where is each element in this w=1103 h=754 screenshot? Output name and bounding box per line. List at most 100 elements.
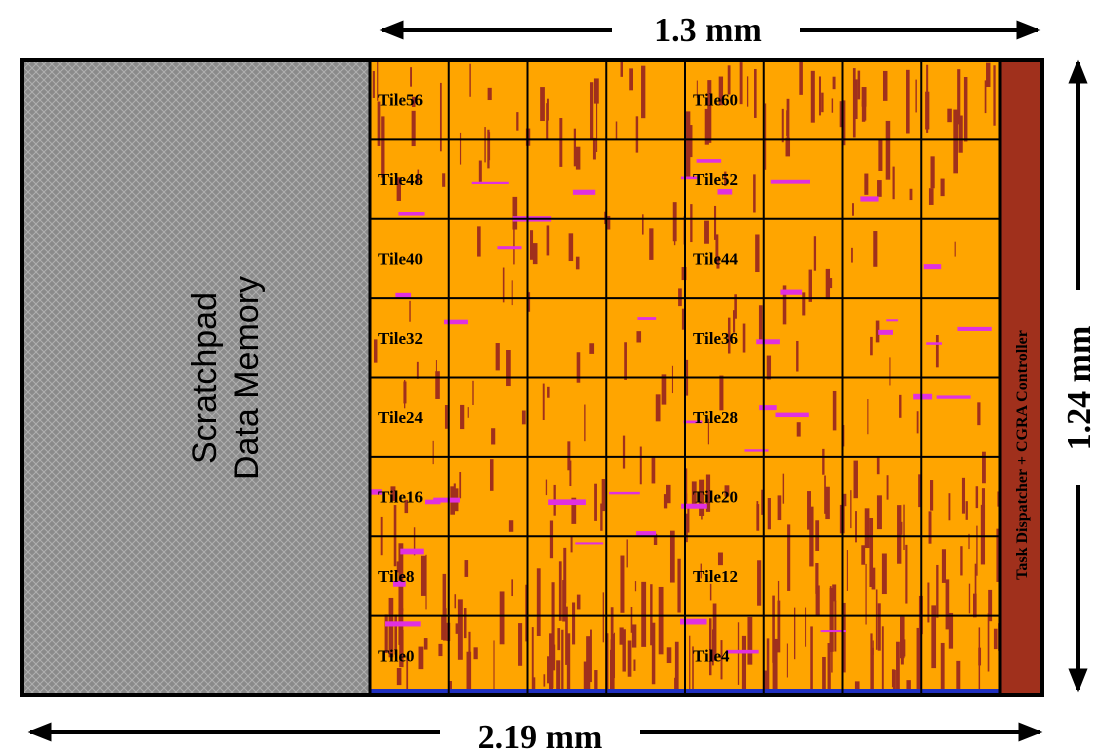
routing-streak	[576, 257, 580, 270]
routing-streak	[559, 561, 562, 620]
routing-streak	[847, 550, 848, 591]
routing-streak	[834, 601, 836, 652]
routing-streak	[862, 87, 867, 107]
routing-streak	[782, 109, 784, 142]
routing-streak	[641, 582, 646, 647]
routing-streak	[753, 174, 756, 212]
routing-streak	[622, 629, 625, 671]
routing-streak	[872, 648, 873, 695]
tile-label: Tile44	[693, 249, 739, 268]
routing-streak	[773, 639, 778, 695]
routing-streak	[543, 384, 545, 420]
routing-streak	[867, 399, 868, 434]
routing-streak	[969, 584, 970, 614]
routing-streak	[518, 623, 522, 666]
routing-wire	[497, 246, 521, 249]
routing-streak	[910, 189, 913, 200]
routing-streak	[936, 335, 939, 367]
routing-streak	[851, 248, 853, 263]
routing-wire	[697, 159, 722, 163]
routing-streak	[556, 660, 560, 691]
controller-label: Task Dispatcher + CGRA Controller	[1014, 330, 1031, 580]
routing-streak	[412, 111, 416, 146]
routing-streak	[454, 594, 456, 608]
routing-streak	[584, 405, 585, 442]
routing-streak	[831, 617, 832, 673]
tile-label: Tile16	[378, 488, 423, 507]
routing-streak	[962, 478, 965, 514]
tile-label: Tile36	[693, 329, 738, 348]
routing-streak	[796, 341, 798, 372]
routing-streak	[896, 642, 900, 695]
routing-streak	[460, 133, 461, 165]
routing-streak	[819, 76, 821, 115]
tile-label: Tile32	[378, 329, 423, 348]
routing-streak	[537, 568, 541, 636]
routing-streak	[571, 536, 573, 552]
routing-streak	[474, 647, 478, 659]
routing-streak	[815, 563, 818, 594]
routing-streak	[443, 608, 447, 640]
routing-streak	[993, 65, 995, 125]
routing-streak	[685, 111, 690, 178]
routing-streak	[522, 410, 526, 424]
routing-streak	[550, 520, 553, 558]
routing-streak	[799, 60, 803, 95]
routing-streak	[464, 608, 467, 638]
routing-streak	[500, 591, 505, 644]
routing-streak	[755, 234, 759, 272]
routing-streak	[964, 77, 968, 141]
routing-streak	[659, 587, 664, 654]
routing-streak	[421, 556, 426, 596]
routing-streak	[572, 602, 575, 644]
routing-wire	[573, 190, 595, 195]
routing-streak	[667, 647, 672, 663]
routing-streak	[445, 405, 448, 429]
routing-streak	[629, 68, 633, 90]
routing-streak	[966, 501, 968, 520]
routing-streak	[636, 116, 638, 152]
tile-label: Tile24	[378, 408, 424, 427]
routing-wire	[637, 317, 656, 320]
routing-streak	[616, 121, 617, 138]
routing-streak	[986, 63, 990, 87]
routing-streak	[824, 475, 826, 513]
routing-streak	[889, 357, 890, 385]
routing-streak	[743, 324, 746, 353]
routing-streak	[827, 278, 832, 288]
routing-streak	[876, 589, 878, 649]
routing-streak	[942, 648, 944, 695]
routing-streak	[877, 180, 882, 197]
tile-label: Tile60	[693, 91, 738, 110]
routing-streak	[878, 603, 881, 650]
routing-wire	[609, 492, 640, 494]
routing-streak	[805, 608, 806, 647]
routing-streak	[903, 505, 904, 550]
routing-wire	[860, 196, 878, 201]
routing-wire	[444, 320, 468, 325]
routing-streak	[861, 545, 865, 564]
routing-streak	[814, 236, 816, 271]
routing-streak	[543, 674, 545, 686]
routing-streak	[977, 402, 980, 425]
routing-streak	[926, 65, 928, 133]
routing-streak	[465, 560, 469, 577]
routing-streak	[635, 581, 636, 591]
routing-streak	[754, 69, 757, 118]
routing-streak	[976, 486, 978, 508]
routing-streak	[930, 480, 933, 511]
routing-wire	[759, 405, 777, 410]
tile-label: Tile28	[693, 408, 738, 427]
routing-streak	[917, 628, 921, 689]
routing-streak	[759, 305, 763, 339]
routing-streak	[547, 387, 550, 398]
routing-streak	[596, 88, 597, 152]
routing-streak	[642, 214, 644, 234]
routing-streak	[435, 371, 440, 399]
routing-wire	[548, 499, 586, 505]
routing-wire	[771, 180, 810, 184]
routing-wire	[744, 449, 768, 451]
routing-streak	[433, 441, 434, 464]
dimension-label: 1.3 mm	[654, 12, 762, 49]
routing-wire	[775, 413, 808, 417]
